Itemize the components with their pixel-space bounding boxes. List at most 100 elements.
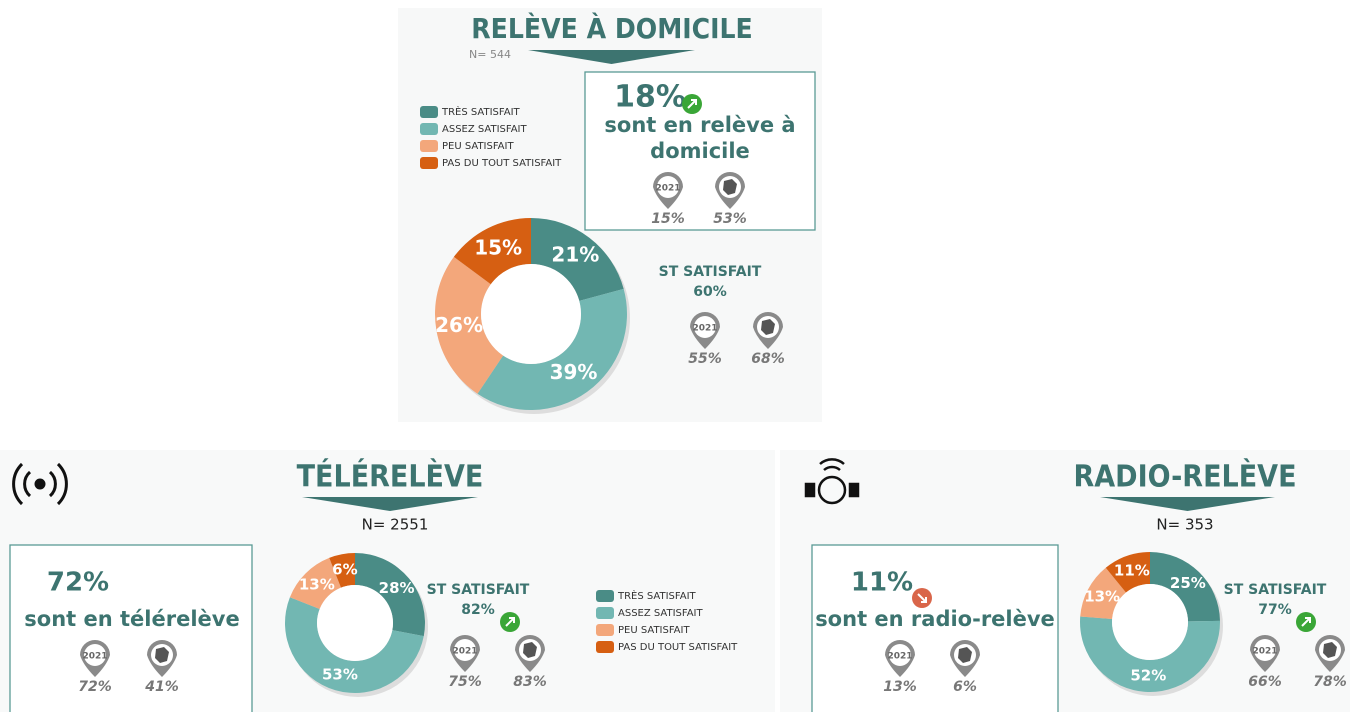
st-label: ST SATISFAIT <box>1224 582 1327 598</box>
share-text: sont en radio-relève <box>815 607 1055 631</box>
legend-swatch <box>596 624 614 636</box>
segment-label: 26% <box>435 313 483 337</box>
st-label: ST SATISFAIT <box>427 582 530 598</box>
pin-year: 2021 <box>1252 647 1277 657</box>
legend-swatch <box>420 140 438 152</box>
pin-value: 83% <box>513 674 547 690</box>
donut-segment <box>1150 552 1220 622</box>
donut-hole <box>1112 584 1188 660</box>
pin-inner <box>84 644 106 666</box>
share-box <box>9 544 253 712</box>
pin-inner <box>694 316 716 338</box>
legend-label: ASSEZ SATISFAIT <box>442 124 528 135</box>
legend-swatch <box>420 106 438 118</box>
donut-segment <box>435 256 504 394</box>
france-icon <box>155 647 169 663</box>
pin-value: 41% <box>144 679 179 695</box>
segment-label: 52% <box>1130 666 1166 684</box>
france-icon <box>723 179 737 195</box>
pin-inner <box>657 176 679 198</box>
trend-arrow <box>687 99 697 109</box>
trend-arrow <box>505 617 515 627</box>
pin-value: 75% <box>448 674 482 690</box>
pin-inner <box>1254 639 1276 661</box>
donut-segment <box>477 288 627 410</box>
trend-arrow <box>1301 617 1311 627</box>
meter-icon <box>804 458 860 505</box>
legend-label: PEU SATISFAIT <box>442 141 514 152</box>
donut-segment <box>1080 567 1126 620</box>
donut-hole <box>317 585 393 661</box>
title-arrow <box>528 50 695 64</box>
segment-label: 25% <box>1170 574 1206 592</box>
pin-year: 2021 <box>655 184 680 194</box>
pin-value: 53% <box>713 211 747 227</box>
st-value: 77% <box>1258 602 1292 618</box>
segment-label: 21% <box>551 243 599 267</box>
pin-value: 66% <box>1248 674 1282 690</box>
sample-size: N= 2551 <box>362 516 429 534</box>
pin-inner <box>889 644 911 666</box>
share-value: 11% <box>851 568 913 598</box>
segment-label: 13% <box>299 575 335 593</box>
segment-label: 39% <box>550 360 598 384</box>
legend-swatch <box>420 157 438 169</box>
segment-label: 11% <box>1114 562 1150 580</box>
segment-label: 28% <box>379 579 415 597</box>
france-icon <box>761 319 775 335</box>
donut-segment <box>329 553 355 588</box>
title-arrow <box>1100 497 1275 511</box>
donut-segment <box>1080 616 1221 692</box>
france-icon <box>958 647 972 663</box>
panel-title: TÉLÉRELÈVE <box>297 459 484 495</box>
legend-swatch <box>596 641 614 653</box>
legend-swatch <box>596 590 614 602</box>
legend-label: ASSEZ SATISFAIT <box>618 608 704 619</box>
segment-label: 15% <box>474 235 522 259</box>
donut-segment <box>1105 552 1150 593</box>
pin-value: 6% <box>953 679 977 695</box>
sample-size: N= 544 <box>469 48 511 61</box>
trend-arrow <box>917 593 927 603</box>
pin-value: 78% <box>1313 674 1347 690</box>
pin-value: 72% <box>78 679 112 695</box>
pin-inner <box>454 639 476 661</box>
segment-label: 13% <box>1084 587 1120 605</box>
sample-size: N= 353 <box>1156 516 1213 534</box>
panel-title: RADIO-RELÈVE <box>1073 459 1296 495</box>
title-arrow <box>302 497 478 511</box>
pin-year: 2021 <box>692 324 717 334</box>
st-value: 60% <box>693 284 727 300</box>
share-value: 72% <box>47 568 109 598</box>
legend-label: PAS DU TOUT SATISFAIT <box>618 642 738 653</box>
france-icon <box>1323 642 1337 658</box>
panel-title: RELÈVE À DOMICILE <box>471 11 753 45</box>
legend-swatch <box>596 607 614 619</box>
pin-value: 68% <box>751 351 785 367</box>
donut-segment <box>284 597 424 693</box>
donut-segment <box>531 218 624 301</box>
share-box <box>811 544 1059 712</box>
share-text: domicile <box>650 139 750 163</box>
legend-label: TRÈS SATISFAIT <box>441 105 521 118</box>
antenna-icon <box>12 462 68 506</box>
segment-label: 6% <box>332 560 357 578</box>
donut-segment <box>289 557 342 610</box>
pin-year: 2021 <box>452 647 477 657</box>
legend-label: PEU SATISFAIT <box>618 625 690 636</box>
legend-swatch <box>420 123 438 135</box>
share-text: sont en relève à <box>604 113 795 137</box>
segment-label: 53% <box>322 665 358 683</box>
share-value: 18% <box>614 80 686 115</box>
st-label: ST SATISFAIT <box>659 264 762 280</box>
donut-segment <box>355 553 426 637</box>
pin-value: 13% <box>883 679 917 695</box>
legend-label: PAS DU TOUT SATISFAIT <box>442 158 562 169</box>
pin-value: 55% <box>688 351 722 367</box>
share-text: sont en télérelève <box>24 607 239 631</box>
pin-value: 15% <box>651 211 685 227</box>
st-value: 82% <box>461 602 495 618</box>
donut-segment <box>453 218 531 285</box>
legend-label: TRÈS SATISFAIT <box>617 589 697 602</box>
